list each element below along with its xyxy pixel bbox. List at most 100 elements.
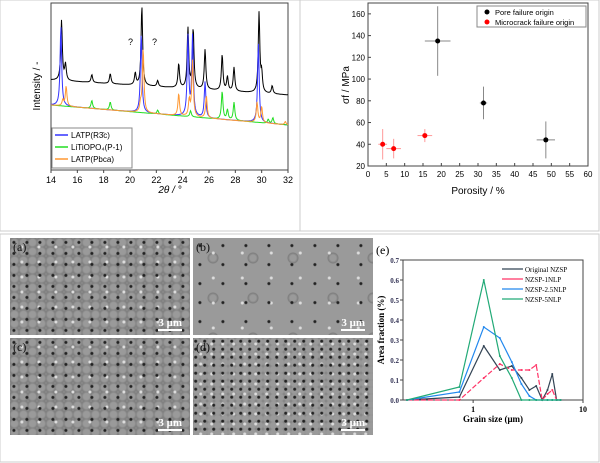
grain-data-point — [510, 361, 513, 363]
x-tick-label: 28 — [230, 175, 240, 185]
legend-label: NZSP-5NLP — [525, 296, 561, 304]
y-axis-label: σf / MPa — [341, 66, 352, 104]
x-tick-label: 25 — [455, 170, 464, 179]
xrd-series-line — [51, 49, 289, 126]
legend-label: LATP(R3̄c) — [71, 131, 110, 140]
grain-data-point — [510, 365, 513, 367]
x-tick-label: 24 — [178, 175, 188, 185]
sem-image-d: (d) 3 μm — [193, 338, 373, 435]
sem-image-a: (a) 3 μm — [10, 238, 190, 335]
grain-data-point — [458, 391, 461, 393]
x-tick-label: 30 — [474, 170, 483, 179]
x-tick-label: 20 — [125, 175, 135, 185]
x-tick-label: 45 — [529, 170, 538, 179]
scale-bar: 3 μm — [341, 417, 365, 431]
x-tick-label: 55 — [565, 170, 574, 179]
scale-bar: 3 μm — [158, 317, 182, 331]
y-tick-label: 100 — [352, 75, 366, 84]
y-tick-label: 60 — [356, 119, 365, 128]
y-tick-label: 80 — [356, 97, 365, 106]
legend — [476, 5, 587, 28]
y-tick-label: 40 — [356, 140, 365, 149]
grain-data-point — [510, 369, 513, 371]
x-axis-label: Grain size (μm) — [463, 414, 523, 424]
y-tick-label: 120 — [352, 53, 366, 62]
x-tick-label: 60 — [584, 170, 593, 179]
grain-data-point — [555, 399, 558, 401]
data-point — [481, 100, 486, 106]
y-tick-label: 0.6 — [390, 277, 399, 285]
xrd-series-line — [50, 7, 288, 96]
annotation: ? — [128, 37, 133, 47]
grain-data-point — [551, 389, 554, 391]
x-tick-label: 32 — [283, 175, 293, 185]
y-tick-label: 0.3 — [390, 337, 399, 345]
grain-data-point — [551, 399, 554, 401]
grain-data-point — [546, 389, 549, 391]
x-tick-label: 30 — [257, 175, 267, 185]
grain-data-point — [535, 385, 538, 387]
grain-data-point — [535, 399, 538, 401]
grain-data-point — [498, 369, 501, 371]
x-tick-label: 1 — [471, 405, 475, 414]
grain-data-point — [528, 395, 531, 397]
x-tick-label: 15 — [419, 170, 428, 179]
plot-frame — [402, 259, 584, 401]
x-tick-label: 26 — [204, 175, 214, 185]
legend-marker — [484, 19, 490, 25]
grain-data-point — [482, 279, 485, 281]
legend-label: NZSP-2.5NLP — [525, 286, 567, 294]
y-tick-label: 0.0 — [390, 397, 399, 405]
grain-data-point — [498, 363, 501, 365]
y-tick-label: 0.2 — [390, 357, 399, 365]
y-tick-label: 0.7 — [390, 257, 399, 265]
y-tick-label: 0.1 — [390, 377, 399, 385]
grain-data-point — [520, 377, 523, 379]
data-point — [435, 38, 441, 44]
x-tick-label: 22 — [151, 175, 161, 185]
y-tick-label: 0.5 — [390, 297, 399, 305]
data-point — [422, 133, 428, 139]
grain-data-point — [498, 337, 501, 339]
x-tick-label: 10 — [400, 170, 409, 179]
x-tick-label: 35 — [492, 170, 501, 179]
grain-data-point — [541, 399, 544, 401]
legend-label: NZSP-1NLP — [525, 276, 561, 284]
x-tick-label: 18 — [99, 175, 109, 185]
grain-data-point — [520, 383, 523, 385]
y-tick-label: 0.4 — [390, 317, 399, 325]
legend-label: LiTiOPO₄(P-1) — [71, 143, 123, 152]
grain-data-point — [510, 377, 513, 379]
grain-data-point — [520, 369, 523, 371]
data-point — [543, 137, 549, 143]
x-axis-label: Porosity / % — [451, 186, 504, 197]
grain-data-point — [546, 399, 549, 401]
grain-data-point — [458, 399, 461, 401]
bottom-frame — [0, 233, 600, 463]
legend-marker — [484, 9, 490, 15]
grain-data-point — [528, 369, 531, 371]
panel-label: (d) — [196, 340, 210, 354]
y-tick-label: 140 — [352, 32, 366, 41]
data-point — [380, 141, 386, 147]
x-axis-label: 2θ / ° — [157, 185, 181, 196]
plot-frame — [50, 2, 289, 171]
sem-image-c: (c) 3 μm — [10, 338, 190, 435]
grain-data-point — [551, 373, 554, 375]
grain-data-point — [546, 393, 549, 395]
y-axis-label: Area fraction (%) — [376, 296, 386, 365]
legend-label: Microcrack failure origin — [495, 18, 574, 27]
grain-data-point — [405, 399, 408, 401]
grain-data-point — [520, 399, 523, 401]
grain-data-point — [498, 355, 501, 357]
x-tick-label: 10 — [579, 405, 587, 414]
data-point — [391, 146, 397, 152]
x-tick-label: 0 — [366, 170, 371, 179]
scale-bar: 3 μm — [341, 317, 365, 331]
y-tick-label: 160 — [352, 10, 366, 19]
grain-data-point — [528, 399, 531, 401]
panel-label: (c) — [13, 340, 27, 354]
grain-data-point — [482, 345, 485, 347]
scale-bar: 3 μm — [158, 417, 182, 431]
